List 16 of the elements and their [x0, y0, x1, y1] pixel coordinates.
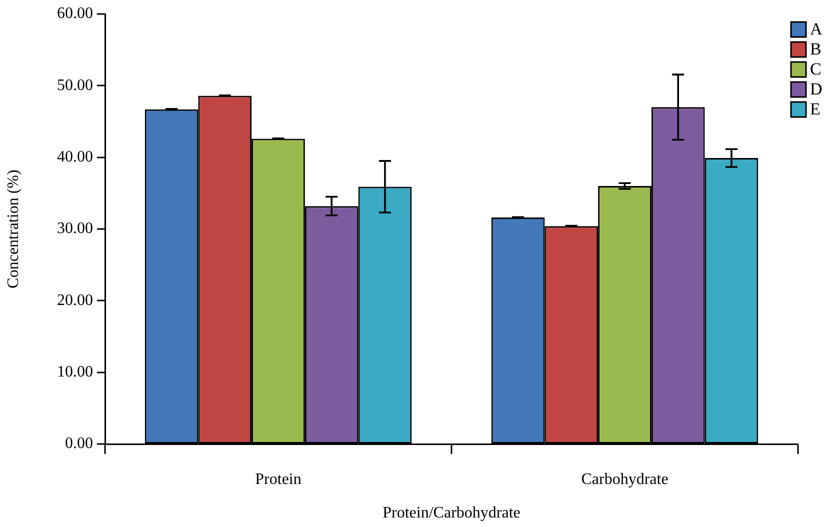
x-axis-title: Protein/Carbohydrate — [382, 504, 520, 522]
y-tick-label: 20.00 — [57, 292, 93, 309]
legend-label: A — [810, 19, 823, 38]
y-tick-label: 60.00 — [57, 5, 93, 22]
y-axis-title: Concentration (%) — [4, 170, 22, 288]
legend-label: D — [810, 79, 822, 98]
y-tick-label: 40.00 — [57, 148, 93, 166]
legend-label: B — [810, 39, 822, 58]
y-tick-label: 50.00 — [57, 76, 93, 94]
y-tick-label: 0.00 — [65, 435, 93, 452]
y-tick-label: 10.00 — [57, 364, 93, 381]
x-tick-label: Carbohydrate — [581, 470, 668, 488]
legend-label: C — [810, 59, 822, 78]
legend-label: E — [810, 99, 820, 118]
y-tick-label: 30.00 — [57, 220, 93, 238]
x-tick-label: Protein — [255, 470, 302, 488]
